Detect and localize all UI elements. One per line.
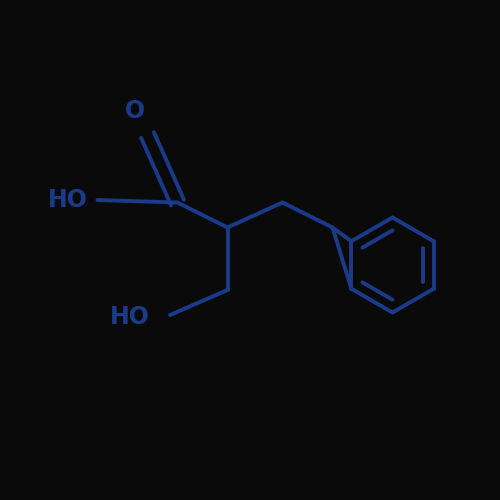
Text: O: O <box>125 98 145 122</box>
Text: HO: HO <box>48 188 88 212</box>
Text: HO: HO <box>110 306 150 330</box>
